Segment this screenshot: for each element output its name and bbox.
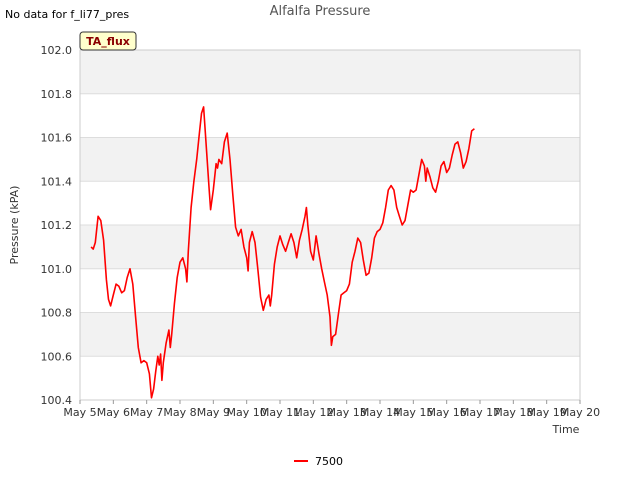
plot-background (80, 50, 580, 400)
plot-band (80, 225, 580, 269)
y-tick-label: 100.4 (41, 394, 73, 407)
y-tick-label: 101.2 (41, 219, 73, 232)
x-tick-label: May 11 (260, 406, 300, 419)
x-tick-label: May 13 (327, 406, 367, 419)
x-tick-label: May 9 (197, 406, 230, 419)
y-tick-label: 100.6 (41, 350, 73, 363)
data-line-layer (90, 106, 475, 399)
plot-band (80, 181, 580, 225)
badge-label: TA_flux (86, 35, 130, 48)
plot-band (80, 93, 580, 138)
x-tick-label: May 19 (527, 406, 567, 419)
plot-band (80, 137, 580, 182)
y-tick-label: 101.6 (41, 132, 73, 145)
x-tick-label: May 8 (163, 406, 196, 419)
ta-flux-badge[interactable]: TA_flux (79, 31, 137, 51)
x-tick-label: May 20 (560, 406, 600, 419)
plot-band (80, 268, 580, 313)
x-tick-label: May 18 (493, 406, 533, 419)
legend-label: 7500 (315, 455, 343, 468)
x-tick-label: May 12 (293, 406, 333, 419)
chart-title: Alfalfa Pressure (270, 4, 371, 19)
y-axis-ticks: 100.4 100.6 100.8 101.0 101.2 101.4 101.6 101.8… (41, 44, 73, 407)
series-line-7500 (90, 106, 475, 399)
plot-band (80, 50, 580, 94)
y-tick-label: 101.4 (41, 175, 73, 188)
x-tick-label: May 5 (63, 406, 96, 419)
y-axis-label: Pressure (kPA) (8, 186, 21, 265)
x-tick-label: May 17 (460, 406, 500, 419)
badge-box (79, 31, 137, 51)
x-tick-label: May 7 (130, 406, 163, 419)
x-tick-label: May 15 (393, 406, 433, 419)
x-axis-label: Time (552, 423, 580, 436)
x-tick-label: May 6 (97, 406, 130, 419)
x-tick-label: May 10 (227, 406, 267, 419)
y-tick-label: 100.8 (41, 307, 73, 320)
x-tick-label: May 16 (427, 406, 467, 419)
no-data-message: No data for f_li77_pres (5, 8, 129, 21)
legend[interactable]: 7500 (294, 455, 343, 468)
y-tick-label: 101.0 (41, 263, 73, 276)
plot-frame (79, 49, 581, 401)
y-tick-label: 102.0 (41, 44, 73, 57)
y-tick-label: 101.8 (41, 88, 73, 101)
x-tick-label: May 14 (360, 406, 400, 419)
